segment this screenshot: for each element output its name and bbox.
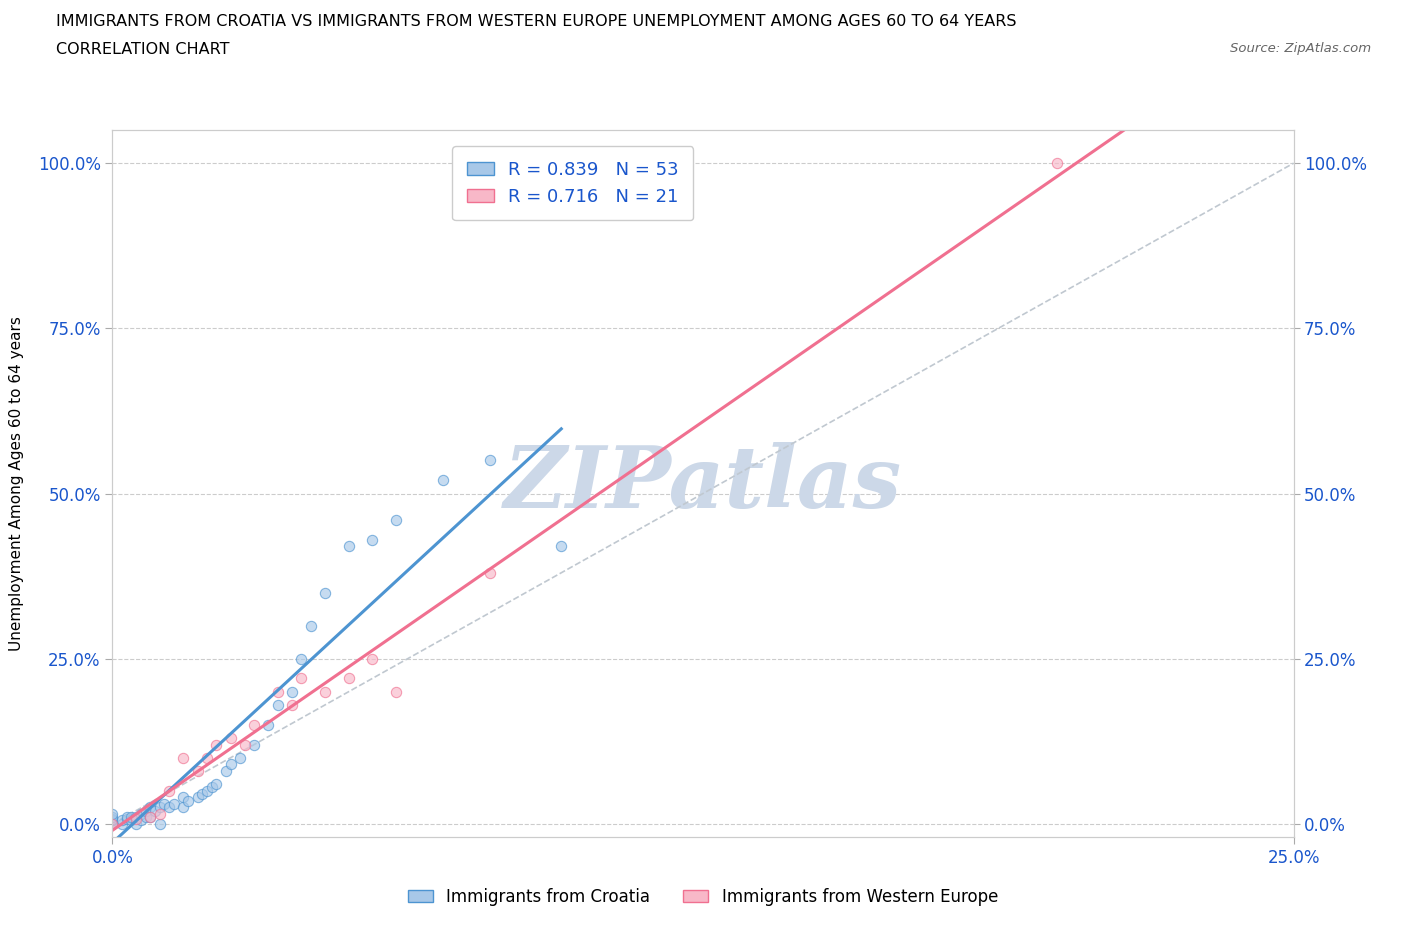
Point (157, 800, 180, 815)
Legend: R = 0.839   N = 53, R = 0.716   N = 21: R = 0.839 N = 53, R = 0.716 N = 21 (453, 146, 693, 220)
Point (385, 684, 408, 699)
Point (101, 806, 124, 821)
Point (314, 684, 336, 699)
Point (129, 813, 152, 828)
Point (243, 737, 266, 752)
Point (172, 790, 194, 804)
Point (135, 804, 157, 818)
Point (205, 737, 228, 752)
Point (172, 751, 194, 765)
Point (432, 472, 454, 487)
Point (163, 796, 186, 811)
Point (120, 810, 142, 825)
Point (101, 817, 124, 831)
Point (550, 538, 572, 553)
Point (177, 793, 200, 808)
Point (101, 817, 124, 831)
Point (101, 817, 124, 831)
Y-axis label: Unemployment Among Ages 60 to 64 years: Unemployment Among Ages 60 to 64 years (8, 316, 24, 651)
Point (149, 800, 172, 815)
Point (195, 783, 218, 798)
Point (1046, 156, 1069, 171)
Point (186, 790, 208, 804)
Point (157, 783, 180, 798)
Text: IMMIGRANTS FROM CROATIA VS IMMIGRANTS FROM WESTERN EUROPE UNEMPLOYMENT AMONG AGE: IMMIGRANTS FROM CROATIA VS IMMIGRANTS FR… (56, 14, 1017, 29)
Legend: Immigrants from Croatia, Immigrants from Western Europe: Immigrants from Croatia, Immigrants from… (401, 881, 1005, 912)
Point (111, 817, 134, 831)
Point (205, 777, 228, 791)
Text: Source: ZipAtlas.com: Source: ZipAtlas.com (1230, 42, 1371, 55)
Point (267, 684, 290, 699)
Point (153, 796, 176, 811)
Point (281, 698, 304, 712)
Point (267, 698, 290, 712)
Point (385, 512, 408, 527)
Point (219, 757, 242, 772)
Point (215, 764, 238, 778)
Point (125, 817, 148, 831)
Point (115, 810, 138, 825)
Point (139, 810, 162, 825)
Point (115, 811, 138, 826)
Point (191, 787, 214, 802)
Point (479, 565, 502, 580)
Point (479, 453, 502, 468)
Text: CORRELATION CHART: CORRELATION CHART (56, 42, 229, 57)
Point (101, 817, 124, 831)
Point (281, 684, 304, 699)
Point (125, 811, 148, 826)
Point (101, 817, 124, 831)
Point (149, 817, 172, 831)
Point (139, 810, 162, 825)
Point (201, 780, 224, 795)
Point (129, 806, 152, 821)
Point (257, 717, 280, 732)
Point (186, 764, 208, 778)
Point (125, 810, 148, 825)
Point (101, 813, 124, 828)
Point (172, 800, 194, 815)
Point (361, 532, 384, 547)
Text: ZIPatlas: ZIPatlas (503, 442, 903, 525)
Point (337, 538, 360, 553)
Point (361, 651, 384, 666)
Point (219, 730, 242, 745)
Point (229, 751, 252, 765)
Point (143, 804, 166, 818)
Point (243, 717, 266, 732)
Point (337, 671, 360, 686)
Point (101, 813, 124, 828)
Point (135, 810, 157, 825)
Point (139, 800, 162, 815)
Point (314, 585, 336, 600)
Point (101, 810, 124, 825)
Point (195, 751, 218, 765)
Point (120, 813, 142, 828)
Point (299, 618, 322, 633)
Point (149, 806, 172, 821)
Point (101, 811, 124, 826)
Point (290, 671, 312, 686)
Point (233, 737, 256, 752)
Point (290, 651, 312, 666)
Point (111, 813, 134, 828)
